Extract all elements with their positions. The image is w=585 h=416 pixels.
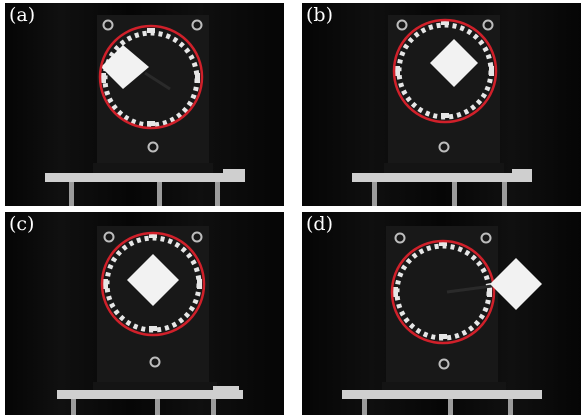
pointer-arm [144,71,171,91]
bottom-ring-marker [438,141,450,153]
board-base [382,382,506,392]
pointer-arm [446,284,493,294]
circle-tick-top [149,233,157,238]
scene-b [302,3,581,206]
board-base [93,163,213,173]
circle-tick-bottom [149,326,157,331]
stand-tabletop [352,173,532,182]
target-board [386,226,498,386]
panel-c: (c) [5,212,284,415]
stand-leg [215,182,220,206]
target-board [97,15,209,167]
circle-tick-left [103,279,108,289]
circle-tick-bottom [439,334,447,339]
white-diamond-marker [430,39,478,87]
red-detection-circle [390,239,496,345]
red-detection-circle [100,231,206,337]
panel-label: (d) [306,213,333,235]
stand-leg [372,182,377,206]
stand-leg [448,399,453,415]
circle-tick-right [195,73,200,83]
stand-clamp [213,386,239,390]
panel-label: (a) [9,4,36,26]
stand-clamp [512,169,532,173]
corner-ring-marker [396,19,408,31]
white-diamond-marker [101,45,149,89]
stand-leg [157,182,162,206]
circle-tick-right [197,279,202,289]
stand-leg [69,182,74,206]
bottom-ring-marker [149,356,161,368]
scene-a [5,3,284,206]
stand-leg [211,399,216,415]
circle-tick-left [395,66,400,76]
panel-label: (c) [9,213,35,235]
stand-leg [71,399,76,415]
stand-leg [502,182,507,206]
circle-tick-top [147,28,155,33]
corner-ring-marker [102,19,114,31]
board-base [93,382,217,392]
stand-tabletop [57,390,243,399]
stand-clamp [223,169,245,173]
circle-tick-left [101,73,106,83]
panel-d: (d) [302,212,581,415]
corner-ring-marker [191,231,203,243]
corner-ring-marker [480,232,492,244]
circle-tick-bottom [147,121,155,126]
circle-tick-top [441,20,449,25]
bottom-ring-marker [147,141,159,153]
bottom-ring-marker [438,358,450,370]
red-detection-circle [392,18,498,124]
stand-leg [508,399,513,415]
white-diamond-marker [127,254,179,306]
stand-tabletop [45,173,245,182]
stand-leg [155,399,160,415]
scene-c [5,212,284,415]
circle-tick-right [487,287,492,297]
circle-tick-top [439,241,447,246]
stand-tabletop [342,390,542,399]
board-base [384,163,504,173]
corner-ring-marker [191,19,203,31]
white-diamond-marker [490,258,542,310]
circle-tick-right [489,66,494,76]
red-detection-circle [98,24,204,130]
corner-ring-marker [394,232,406,244]
panel-label: (b) [306,4,333,26]
corner-ring-marker [103,231,115,243]
circle-tick-left [393,287,398,297]
panel-a: (a) [5,3,284,206]
scene-d [302,212,581,415]
corner-ring-marker [482,19,494,31]
stand-leg [452,182,457,206]
circle-tick-bottom [441,113,449,118]
panel-b: (b) [302,3,581,206]
stand-leg [362,399,367,415]
